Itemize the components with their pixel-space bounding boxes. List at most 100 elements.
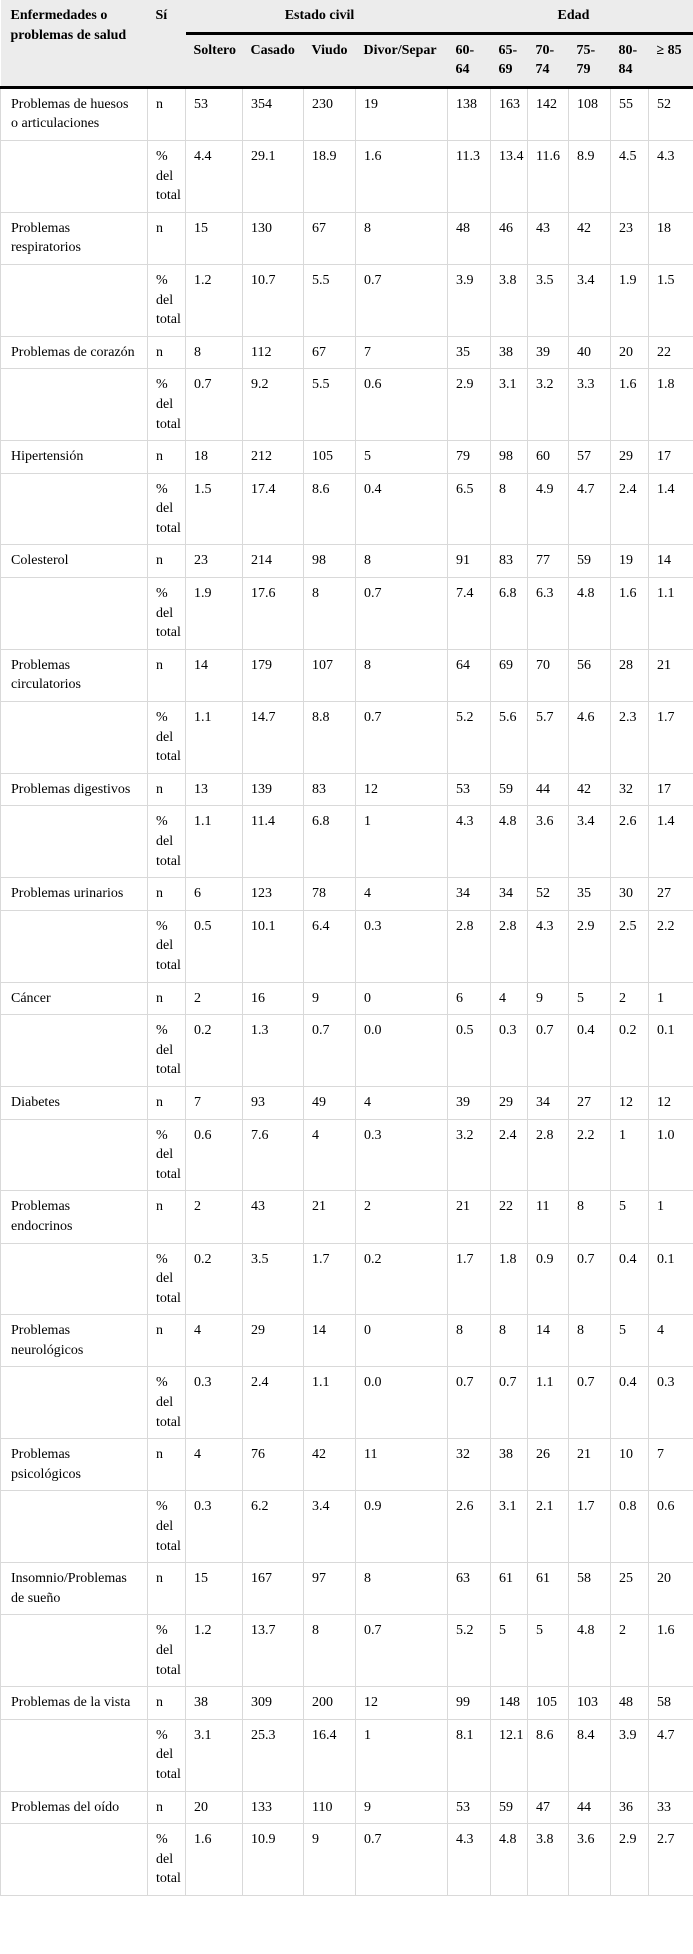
count-value-cell: 12 bbox=[610, 1085, 649, 1120]
percent-value-cell: 2.8 bbox=[447, 909, 491, 983]
table-row-percent: % del total 4.4 29.1 18.9 1.6 11.3 13.4 11.6 8.9… bbox=[0, 139, 693, 213]
count-value-cell: 32 bbox=[610, 772, 649, 807]
count-value-cell: 4 bbox=[647, 1314, 693, 1368]
disease-name-empty-cell bbox=[0, 1823, 148, 1896]
count-value-cell: 200 bbox=[303, 1686, 356, 1720]
stat-label-cell: n bbox=[147, 877, 186, 911]
disease-name-cell: Problemas de la vista bbox=[0, 1686, 148, 1720]
percent-value-cell: 0.2 bbox=[185, 1242, 243, 1316]
stat-label-cell: n bbox=[147, 86, 186, 141]
percent-value-cell: 4.3 bbox=[447, 805, 491, 879]
stat-label-cell: % del total bbox=[147, 1614, 186, 1688]
count-value-cell: 53 bbox=[447, 1790, 491, 1825]
table-row-percent: % del total 1.2 13.7 8 0.7 5.2 5 5 4.8 2 1.6 bbox=[0, 1614, 693, 1688]
table-row-count: Insomnio/Problemas de sueño n 15 167 97 8 63 61… bbox=[0, 1562, 693, 1616]
disease-name-cell: Problemas digestivos bbox=[0, 772, 148, 807]
disease-name-cell: Problemas psicológicos bbox=[0, 1438, 148, 1492]
percent-value-cell: 2.9 bbox=[610, 1823, 649, 1896]
count-value-cell: 30 bbox=[610, 877, 649, 911]
percent-value-cell: 8 bbox=[303, 577, 356, 650]
percent-value-cell: 4.9 bbox=[527, 472, 569, 546]
count-value-cell: 214 bbox=[242, 544, 304, 579]
count-value-cell: 123 bbox=[242, 877, 304, 911]
count-value-cell: 44 bbox=[568, 1790, 611, 1825]
count-value-cell: 20 bbox=[610, 335, 649, 370]
table-row-count: Colesterol n 23 214 98 8 91 83 77 59 19 14 bbox=[0, 544, 693, 579]
disease-name-empty-cell bbox=[0, 1118, 148, 1192]
count-value-cell: 23 bbox=[185, 544, 243, 579]
count-value-cell: 40 bbox=[568, 335, 611, 370]
percent-value-cell: 1.4 bbox=[647, 805, 693, 879]
percent-value-cell: 11.4 bbox=[242, 805, 304, 879]
column-header-soltero: Soltero bbox=[185, 33, 243, 89]
stat-label-cell: % del total bbox=[147, 1490, 186, 1564]
disease-name-cell: Problemas circulatorios bbox=[0, 648, 148, 703]
count-value-cell: 20 bbox=[647, 1562, 693, 1616]
percent-value-cell: 5.2 bbox=[447, 1614, 491, 1688]
count-value-cell: 8 bbox=[568, 1314, 611, 1368]
count-value-cell: 8 bbox=[447, 1314, 491, 1368]
stat-label-cell: n bbox=[147, 335, 186, 370]
percent-value-cell: 8.8 bbox=[303, 701, 356, 774]
count-value-cell: 21 bbox=[447, 1190, 491, 1244]
percent-value-cell: 2.2 bbox=[568, 1118, 611, 1192]
count-value-cell: 1 bbox=[647, 1190, 693, 1244]
percent-value-cell: 7.4 bbox=[447, 577, 491, 650]
percent-value-cell: 1.6 bbox=[610, 368, 649, 442]
percent-value-cell: 0.6 bbox=[355, 368, 448, 442]
stat-label-cell: % del total bbox=[147, 472, 186, 546]
count-value-cell: 13 bbox=[185, 772, 243, 807]
percent-value-cell: 4.5 bbox=[610, 139, 649, 213]
count-value-cell: 57 bbox=[568, 440, 611, 474]
percent-value-cell: 3.4 bbox=[303, 1490, 356, 1564]
disease-name-empty-cell bbox=[0, 577, 148, 650]
disease-name-cell: Diabetes bbox=[0, 1085, 148, 1120]
count-value-cell: 48 bbox=[447, 211, 491, 265]
disease-name-cell: Problemas del oído bbox=[0, 1790, 148, 1825]
count-value-cell: 12 bbox=[647, 1085, 693, 1120]
disease-name-cell: Problemas de corazón bbox=[0, 335, 148, 370]
percent-value-cell: 3.6 bbox=[527, 805, 569, 879]
disease-name-empty-cell bbox=[0, 1014, 148, 1087]
percent-value-cell: 6.8 bbox=[303, 805, 356, 879]
percent-value-cell: 0.2 bbox=[185, 1014, 243, 1087]
percent-value-cell: 3.9 bbox=[610, 1718, 649, 1792]
table-row-percent: % del total 0.7 9.2 5.5 0.6 2.9 3.1 3.2 3.3 1.6 1.… bbox=[0, 368, 693, 442]
percent-value-cell: 5.7 bbox=[527, 701, 569, 774]
count-value-cell: 64 bbox=[447, 648, 491, 703]
count-value-cell: 7 bbox=[185, 1085, 243, 1120]
table-row-percent: % del total 1.9 17.6 8 0.7 7.4 6.8 6.3 4.8 1.6 1.1 bbox=[0, 577, 693, 650]
disease-name-empty-cell bbox=[0, 139, 148, 213]
count-value-cell: 42 bbox=[568, 211, 611, 265]
column-header-75-79: 75-79 bbox=[568, 33, 611, 89]
count-value-cell: 148 bbox=[490, 1686, 528, 1720]
percent-value-cell: 8.9 bbox=[568, 139, 611, 213]
stat-label-cell: % del total bbox=[147, 1366, 186, 1440]
disease-name-cell: Cáncer bbox=[0, 981, 148, 1016]
stat-label-cell: n bbox=[147, 1562, 186, 1616]
count-value-cell: 63 bbox=[447, 1562, 491, 1616]
percent-value-cell: 13.7 bbox=[242, 1614, 304, 1688]
count-value-cell: 99 bbox=[447, 1686, 491, 1720]
table-row-percent: % del total 0.2 3.5 1.7 0.2 1.7 1.8 0.9 0.7 0.4 0.… bbox=[0, 1242, 693, 1316]
percent-value-cell: 1.5 bbox=[185, 472, 243, 546]
stat-label-cell: % del total bbox=[147, 1718, 186, 1792]
count-value-cell: 2 bbox=[355, 1190, 448, 1244]
count-value-cell: 8 bbox=[355, 544, 448, 579]
table-row-count: Problemas de corazón n 8 112 67 7 35 38 39 40 20 22 bbox=[0, 335, 693, 370]
percent-value-cell: 10.1 bbox=[242, 909, 304, 983]
count-value-cell: 61 bbox=[490, 1562, 528, 1616]
count-value-cell: 28 bbox=[610, 648, 649, 703]
percent-value-cell: 0.1 bbox=[647, 1014, 693, 1087]
count-value-cell: 16 bbox=[242, 981, 304, 1016]
count-value-cell: 212 bbox=[242, 440, 304, 474]
percent-value-cell: 4.6 bbox=[568, 701, 611, 774]
count-value-cell: 58 bbox=[568, 1562, 611, 1616]
count-value-cell: 21 bbox=[568, 1438, 611, 1492]
percent-value-cell: 0.4 bbox=[610, 1366, 649, 1440]
percent-value-cell: 2.1 bbox=[527, 1490, 569, 1564]
disease-name-cell: Problemas respiratorios bbox=[0, 211, 148, 265]
stat-label-cell: n bbox=[147, 1190, 186, 1244]
table-row-count: Problemas de la vista n 38 309 200 12 99 148 105… bbox=[0, 1686, 693, 1720]
count-value-cell: 2 bbox=[185, 1190, 243, 1244]
